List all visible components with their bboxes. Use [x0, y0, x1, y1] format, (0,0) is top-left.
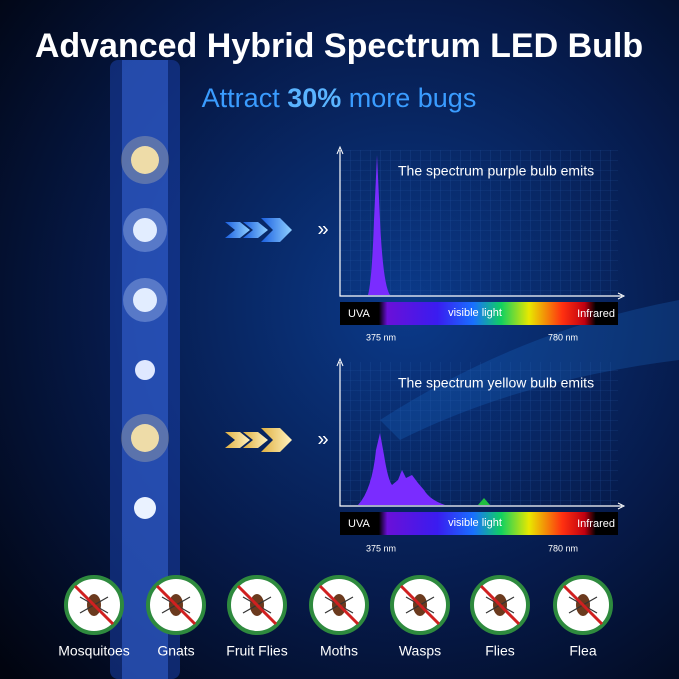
spectrum-panel: The spectrum yellow bulb emits UVA visib… — [336, 357, 626, 553]
panel-axes — [339, 362, 622, 507]
bug-name: Flea — [569, 643, 596, 659]
prohibit-slash — [479, 584, 521, 626]
bug-item: Wasps — [390, 575, 450, 659]
bug-item: Moths — [309, 575, 369, 659]
subtitle-part: Attract — [202, 83, 288, 113]
prohibit-slash — [73, 584, 115, 626]
wavelength-label: 780 nm — [548, 332, 578, 342]
arrow-blue — [225, 218, 292, 242]
spectrum-bar — [340, 512, 618, 535]
spectrum-curve — [358, 433, 445, 505]
visible-label: visible light — [448, 307, 502, 319]
bug-item: Gnats — [146, 575, 206, 659]
leds — [121, 136, 169, 519]
bug-name: Moths — [320, 643, 358, 659]
title: Advanced Hybrid Spectrum LED Bulb — [35, 27, 643, 65]
axis-arrows — [336, 145, 626, 300]
infrared-label: Infrared — [577, 308, 615, 320]
panel-label: The spectrum purple bulb emits — [398, 163, 594, 179]
panel-axes — [339, 150, 622, 297]
bug-item: Mosquitoes — [58, 575, 130, 659]
prohibit-slash — [155, 584, 197, 626]
spectrum-bar — [340, 302, 618, 325]
bug-name: Flies — [485, 643, 515, 659]
bug-item: Fruit Flies — [226, 575, 288, 659]
panel-grid — [340, 150, 618, 295]
bug-name: Gnats — [157, 643, 194, 659]
subtitle-part: more bugs — [341, 83, 476, 113]
panel-label: The spectrum yellow bulb emits — [398, 375, 594, 391]
subtitle-highlight: 30% — [287, 83, 341, 113]
visible-label: visible light — [448, 517, 502, 529]
uva-label: UVA — [348, 518, 370, 530]
spectrum-peak — [368, 155, 390, 295]
wavelength-label: 375 nm — [366, 332, 396, 342]
subtitle: Attract 30% more bugs — [202, 83, 477, 113]
chevron-icon: » — [317, 218, 328, 240]
prohibit-slash — [236, 584, 278, 626]
prohibit-slash — [562, 584, 604, 626]
prohibit-slash — [318, 584, 360, 626]
bug-name: Wasps — [399, 643, 441, 659]
bug-name: Fruit Flies — [226, 643, 287, 659]
infrared-label: Infrared — [577, 518, 615, 530]
bug-row: Mosquitoes Gnats Fruit Flies Moths Wasps Flie… — [58, 575, 613, 659]
uva-label: UVA — [348, 308, 370, 320]
bug-name: Mosquitoes — [58, 643, 130, 659]
arrow-yellow — [225, 428, 292, 452]
prohibit-slash — [399, 584, 441, 626]
spectrum-blip — [478, 498, 490, 505]
chevron-icon: » — [317, 428, 328, 450]
wavelength-label: 375 nm — [366, 543, 396, 553]
bug-item: Flea — [553, 575, 613, 659]
bug-item: Flies — [470, 575, 530, 659]
wavelength-label: 780 nm — [548, 543, 578, 553]
axis-arrows — [336, 357, 626, 510]
spectrum-panel: The spectrum purple bulb emits UVA visib… — [336, 145, 626, 342]
